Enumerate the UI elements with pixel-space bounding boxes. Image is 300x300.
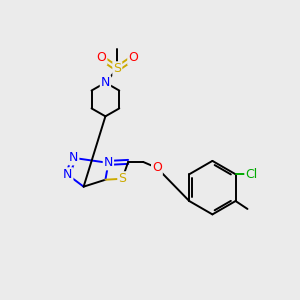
- Text: O: O: [128, 51, 138, 64]
- Text: N: N: [69, 152, 78, 164]
- Text: N: N: [63, 168, 73, 181]
- Text: N: N: [101, 76, 110, 89]
- Text: S: S: [118, 172, 126, 185]
- Text: N: N: [104, 156, 113, 170]
- Text: S: S: [113, 62, 121, 75]
- Text: Cl: Cl: [245, 168, 258, 181]
- Text: O: O: [152, 161, 162, 174]
- Text: O: O: [97, 51, 106, 64]
